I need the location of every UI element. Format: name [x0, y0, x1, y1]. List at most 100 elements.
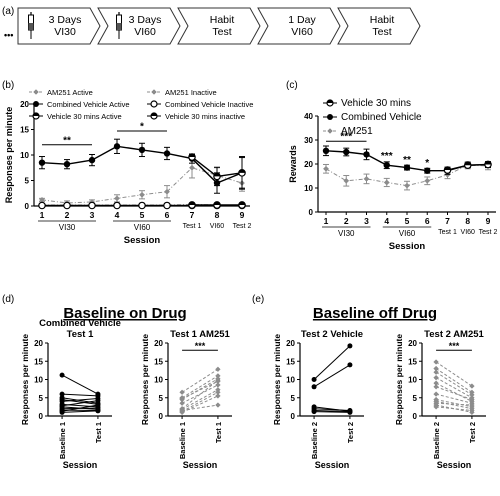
pair-line [314, 408, 350, 412]
pair-line [62, 397, 98, 404]
x-extra-label: VI60 [461, 229, 476, 236]
pair-line [435, 361, 473, 387]
subject-pair-12 [59, 408, 101, 415]
data-point-fill [238, 201, 246, 205]
chart-test1-am251: 0 5 10 15 20 Baseline 1 Test 1 Session Responses… [140, 329, 232, 470]
x-tick-label: 2 [344, 216, 349, 226]
y-tick-label: 10 [20, 151, 29, 160]
data-point-shape [433, 391, 439, 397]
y-tick-label: 15 [408, 357, 417, 366]
data-point-shape [113, 201, 121, 210]
x-axis-title: Session [315, 460, 350, 470]
pair-line [435, 377, 473, 399]
x-extra-label: Test 1 [183, 223, 202, 230]
data-point [347, 343, 353, 349]
data-point [188, 153, 196, 161]
x-extra-label: Test 1 [438, 229, 457, 236]
x-category-label: Test 2 [468, 422, 477, 443]
data-point-shape [322, 147, 330, 154]
subject-pair-10 [179, 402, 221, 414]
y-tick-label: 5 [39, 394, 44, 403]
legend-item-am251-active: AM251 Active [29, 88, 93, 97]
data-point-shape [323, 165, 329, 172]
legend-marker-shape [327, 114, 333, 120]
timeline-step-3-line-1: Habit [210, 14, 235, 26]
legend: Vehicle 30 mins Combined Vehicle AM251 [323, 98, 422, 137]
data-point [238, 201, 246, 209]
legend-marker [326, 99, 334, 107]
legend-marker-shape [150, 100, 158, 108]
data-point-shape [113, 143, 121, 150]
data-point-shape [403, 164, 411, 171]
data-point [88, 156, 96, 164]
data-point-shape [179, 407, 185, 414]
data-point-fill [188, 201, 196, 205]
timeline-step-5-line-1: Habit [370, 14, 395, 26]
x-tick-label: 7 [190, 210, 195, 220]
data-point-shape [114, 195, 120, 202]
y-tick-label: 30 [304, 136, 313, 145]
x-tick-label: 6 [165, 210, 170, 220]
significance-stars: *** [449, 341, 460, 351]
y-axis-title: Responses per minute [394, 334, 404, 425]
pair-line [313, 345, 351, 380]
pair-line [435, 382, 473, 402]
y-tick-label: 40 [304, 112, 313, 121]
data-point [343, 177, 350, 184]
x-tick-label: 9 [240, 210, 245, 220]
timeline-ellipsis: ••• [4, 30, 13, 40]
data-point-shape [424, 167, 431, 174]
x-tick-label: 1 [40, 210, 45, 220]
data-point-shape [383, 179, 390, 186]
data-point [404, 182, 410, 189]
x-tick-label: 5 [140, 210, 145, 220]
data-point-shape [433, 374, 439, 381]
data-point-shape [59, 372, 65, 378]
y-tick-label: 0 [413, 412, 418, 421]
data-point-shape [433, 404, 439, 410]
data-point [347, 409, 353, 415]
x-tick-label: 4 [384, 216, 389, 226]
data-point-shape [215, 382, 221, 388]
timeline-step-2-line-2: VI60 [134, 26, 156, 38]
legend-marker [33, 101, 39, 107]
data-point [433, 391, 439, 397]
series-vehicle-30-mins-inactive [188, 201, 246, 209]
subject-pair-2 [311, 362, 353, 390]
pair-line [61, 374, 99, 395]
pair-line [435, 393, 473, 404]
data-point [138, 201, 146, 210]
y-tick-label: 20 [154, 339, 163, 348]
chart-responses-per-session: 0 5 10 15 20 1 2 3 4 5 6 7 8 9 Test 1 VI60 Test 2 VI30 VI6… [4, 88, 253, 246]
panel-label-b: (b) [2, 80, 14, 91]
legend-marker [150, 100, 158, 108]
data-point-shape [363, 151, 370, 158]
subject-pair-12 [433, 404, 475, 414]
x-category-label: Test 2 [346, 422, 355, 443]
y-tick-label: 20 [20, 100, 29, 109]
pair-line [181, 375, 219, 399]
legend-label: AM251 Active [47, 88, 93, 97]
group-title-baseline-off-drug: Baseline off Drug [313, 305, 437, 322]
data-point [38, 201, 46, 210]
y-tick-label: 5 [25, 177, 30, 186]
subject-pair-1 [179, 366, 221, 396]
panel-label-c: (c) [286, 80, 298, 91]
subject-pair-8 [179, 389, 221, 415]
y-axis-title: Responses per minute [4, 107, 14, 204]
significance-stars: * [140, 122, 144, 133]
subject-pair-1 [311, 343, 353, 382]
legend-item-am251: AM251 [323, 126, 373, 137]
subject-pair-1 [59, 372, 101, 397]
legend-item-vehicle-30-mins-inactive: Vehicle 30 mins inactive [147, 112, 245, 121]
syringe-fluid [116, 23, 122, 30]
data-point-fill [238, 169, 246, 173]
data-point [114, 195, 120, 202]
syringe-fluid [28, 23, 34, 30]
data-point [469, 407, 475, 414]
legend-item-vehicle-30-mins: Vehicle 30 mins [323, 98, 411, 109]
data-point [469, 402, 475, 408]
panel-label-a: (a) [2, 6, 14, 17]
data-point [238, 169, 246, 177]
data-point-shape [38, 201, 46, 210]
